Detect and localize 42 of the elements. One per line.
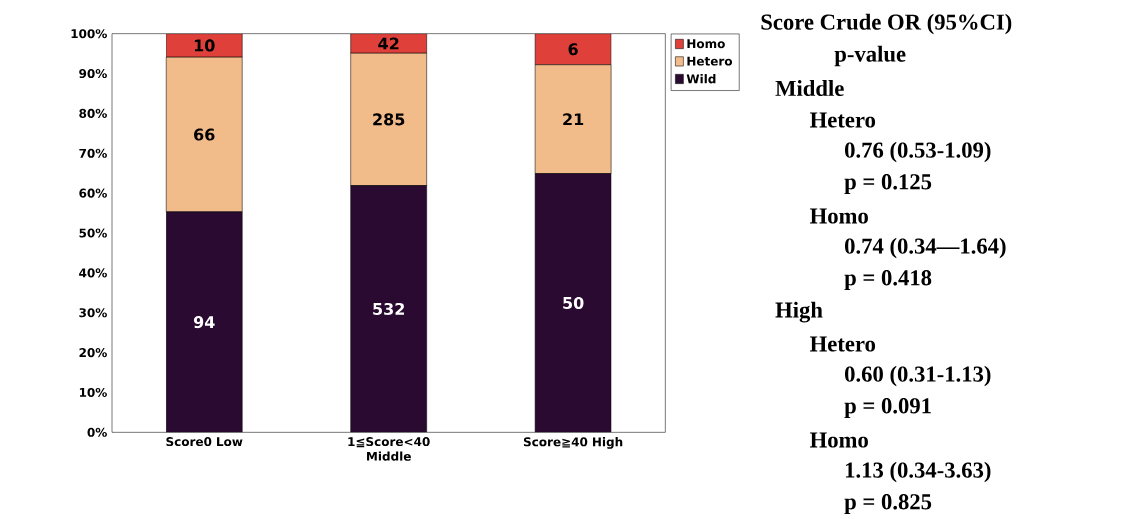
text: p = 0.825 bbox=[844, 494, 932, 515]
text: p = 0.091 bbox=[844, 398, 931, 419]
legend-label: Homo bbox=[687, 39, 725, 49]
text: p = 0.418 bbox=[844, 270, 932, 291]
y-tick-label: 100% bbox=[71, 29, 107, 39]
text: Hetero bbox=[810, 336, 876, 352]
y-tick-label: 40% bbox=[79, 268, 107, 278]
annotation: 285 bbox=[373, 113, 405, 126]
y-tick-label: 90% bbox=[79, 68, 107, 79]
text: 0.76 (0.53-1.09) bbox=[845, 141, 991, 163]
y-tick-label: 10% bbox=[79, 387, 107, 397]
annotation: 6 bbox=[568, 43, 578, 56]
y-tick-label: 50% bbox=[79, 228, 107, 238]
text: 0.74 (0.34—1.64) bbox=[845, 237, 1006, 259]
annotation: 532 bbox=[373, 302, 404, 315]
y-tick-label: 20% bbox=[79, 348, 107, 358]
y-tick-label: 70% bbox=[79, 148, 107, 158]
y-tick-label: 60% bbox=[79, 188, 107, 198]
annotation: 42 bbox=[378, 37, 399, 50]
text: 1.13 (0.34-3.63) bbox=[845, 461, 991, 483]
x-tick-label: 1≦Score<40 Middle bbox=[348, 437, 430, 461]
text: Homo bbox=[810, 208, 868, 224]
legend-label: Wild bbox=[686, 74, 716, 84]
annotation: 10 bbox=[194, 39, 215, 52]
legend-label: Hetero bbox=[687, 56, 733, 66]
text: p-value bbox=[834, 45, 906, 67]
y-tick-label: 80% bbox=[79, 108, 107, 118]
text: Middle bbox=[775, 80, 844, 97]
annotation: 50 bbox=[563, 296, 584, 310]
x-tick-label: Score0 Low bbox=[166, 437, 243, 447]
annotation: 21 bbox=[563, 113, 584, 126]
text: Hetero bbox=[810, 112, 876, 128]
y-tick-label: 30% bbox=[79, 308, 107, 318]
text: Homo bbox=[810, 432, 868, 448]
annotation: 94 bbox=[193, 316, 215, 329]
text: Score Crude OR (95%CI) bbox=[761, 13, 1012, 35]
text: p = 0.125 bbox=[844, 174, 932, 195]
text: 0.60 (0.31-1.13) bbox=[845, 365, 991, 387]
annotation: 66 bbox=[194, 128, 215, 141]
x-tick-label: Score≧40 High bbox=[523, 437, 623, 449]
y-tick-label: 0% bbox=[87, 427, 107, 437]
text: High bbox=[775, 301, 823, 323]
